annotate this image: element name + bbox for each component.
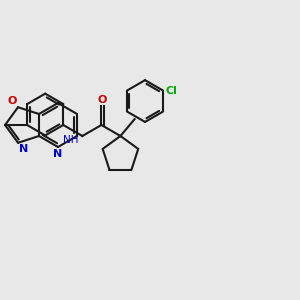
Text: O: O	[8, 96, 17, 106]
Text: N: N	[53, 149, 63, 159]
Text: N: N	[19, 144, 28, 154]
Text: NH: NH	[63, 134, 79, 145]
Text: Cl: Cl	[165, 85, 177, 96]
Text: O: O	[98, 95, 107, 105]
